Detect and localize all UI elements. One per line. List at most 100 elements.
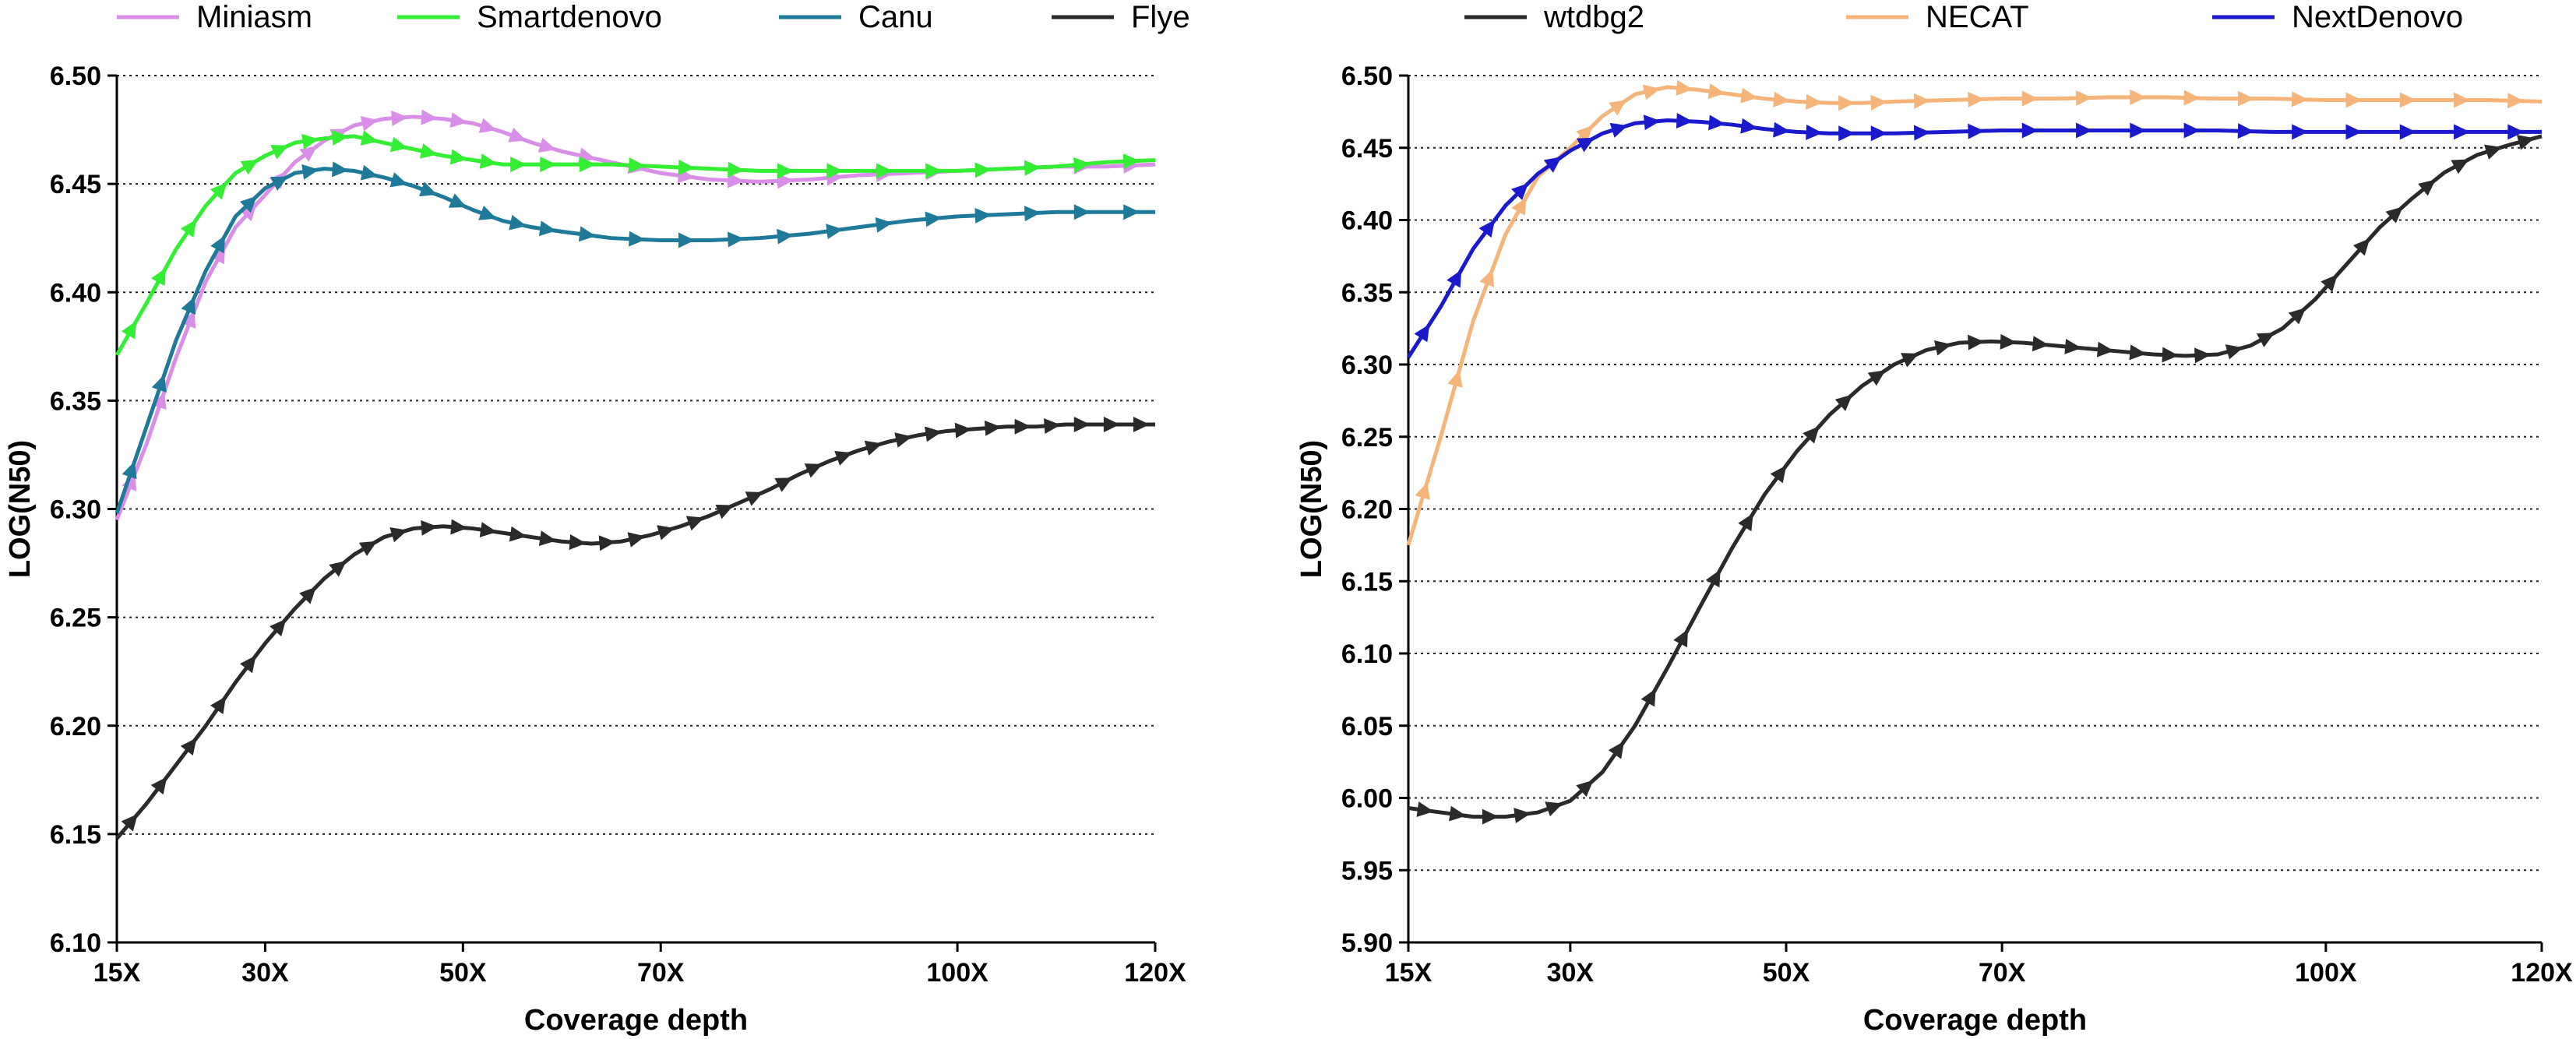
y-axis-title: LOG(N50) bbox=[4, 440, 37, 578]
data-point bbox=[1838, 125, 1855, 142]
data-point bbox=[210, 235, 226, 254]
data-point bbox=[1738, 513, 1753, 532]
x-tick-label: 100X bbox=[2295, 958, 2357, 988]
series-line bbox=[1408, 134, 2543, 819]
data-point bbox=[1870, 94, 1887, 111]
data-point bbox=[1545, 801, 1563, 817]
data-point bbox=[540, 157, 557, 173]
data-point bbox=[2399, 92, 2416, 108]
data-point bbox=[2507, 124, 2525, 140]
data-point bbox=[509, 526, 527, 542]
data-point bbox=[509, 214, 527, 231]
data-point bbox=[2385, 206, 2403, 224]
data-point bbox=[210, 182, 227, 200]
y-tick-label: 6.05 bbox=[1341, 712, 1393, 741]
data-point bbox=[510, 157, 527, 173]
data-point bbox=[826, 224, 844, 240]
y-tick-label: 6.15 bbox=[50, 820, 101, 850]
data-point bbox=[2291, 91, 2309, 107]
data-point bbox=[1834, 394, 1853, 411]
data-point bbox=[180, 738, 197, 756]
data-point bbox=[1024, 160, 1041, 176]
data-point bbox=[478, 205, 497, 220]
data-point bbox=[2225, 344, 2243, 360]
data-point bbox=[1640, 689, 1656, 707]
y-tick-label: 6.20 bbox=[50, 712, 101, 741]
data-point bbox=[240, 160, 259, 175]
data-point bbox=[391, 110, 408, 126]
data-point bbox=[1901, 353, 1919, 368]
data-point bbox=[270, 618, 287, 637]
y-tick-label: 6.30 bbox=[50, 495, 101, 525]
data-point bbox=[329, 560, 347, 577]
data-point bbox=[419, 143, 438, 159]
data-point bbox=[774, 477, 793, 492]
data-point bbox=[508, 127, 527, 143]
y-tick-label: 6.25 bbox=[1341, 423, 1393, 453]
data-point bbox=[1740, 87, 1758, 104]
data-point bbox=[777, 163, 794, 179]
data-point bbox=[2321, 274, 2338, 292]
series-nextdenovo bbox=[1406, 113, 2542, 359]
data-point bbox=[1073, 157, 1091, 173]
x-axis-title: Coverage depth bbox=[524, 1004, 748, 1037]
data-point bbox=[1913, 125, 1931, 141]
data-point bbox=[1802, 426, 1820, 444]
data-point bbox=[151, 374, 167, 393]
series-line bbox=[115, 167, 1155, 514]
data-point bbox=[360, 115, 379, 132]
series-line bbox=[1406, 85, 2543, 546]
data-point bbox=[1511, 197, 1527, 216]
y-tick-label: 6.40 bbox=[50, 278, 101, 308]
data-point bbox=[2130, 122, 2147, 139]
series-flye bbox=[115, 416, 1155, 840]
legend-label: Canu bbox=[858, 0, 933, 34]
series-line bbox=[115, 422, 1155, 840]
series-smartdenovo bbox=[115, 129, 1156, 357]
data-point bbox=[1416, 801, 1434, 817]
data-point bbox=[360, 130, 379, 146]
x-tick-label: 30X bbox=[241, 958, 289, 988]
data-point bbox=[122, 461, 137, 480]
data-point bbox=[2399, 124, 2416, 140]
data-point bbox=[389, 527, 408, 543]
y-tick-label: 6.10 bbox=[50, 928, 101, 958]
data-point bbox=[2000, 333, 2017, 350]
y-tick-label: 6.45 bbox=[1341, 134, 1393, 164]
data-point bbox=[2076, 122, 2093, 139]
data-point bbox=[2507, 93, 2525, 109]
data-point bbox=[1773, 122, 1791, 138]
data-point bbox=[210, 696, 227, 714]
data-point bbox=[728, 161, 745, 178]
data-point bbox=[2288, 308, 2306, 325]
data-point bbox=[2183, 122, 2201, 139]
data-point bbox=[974, 207, 992, 224]
x-tick-label: 50X bbox=[1763, 958, 1810, 988]
data-point bbox=[419, 181, 438, 197]
data-point bbox=[239, 204, 257, 222]
data-point bbox=[1024, 206, 1041, 222]
data-point bbox=[984, 420, 1002, 436]
data-point bbox=[301, 133, 319, 150]
data-point bbox=[1123, 204, 1140, 220]
data-point bbox=[331, 129, 349, 146]
legend-label: NECAT bbox=[1926, 0, 2029, 34]
data-point bbox=[1708, 114, 1725, 131]
data-point bbox=[1806, 93, 1823, 110]
data-point bbox=[1867, 370, 1886, 386]
legend-label: wtdbg2 bbox=[1543, 0, 1644, 34]
data-point bbox=[2256, 333, 2275, 347]
data-point bbox=[1043, 418, 1061, 435]
data-point bbox=[715, 504, 734, 520]
data-point bbox=[876, 163, 893, 179]
x-tick-label: 120X bbox=[2511, 958, 2573, 988]
data-point bbox=[1707, 83, 1725, 100]
data-point bbox=[2516, 135, 2535, 150]
data-point bbox=[875, 217, 893, 233]
data-point bbox=[478, 118, 497, 133]
data-point bbox=[1103, 416, 1120, 432]
data-point bbox=[925, 426, 943, 442]
y-axis-title: LOG(N50) bbox=[1295, 440, 1328, 578]
data-point bbox=[804, 463, 823, 478]
data-point bbox=[389, 172, 408, 188]
